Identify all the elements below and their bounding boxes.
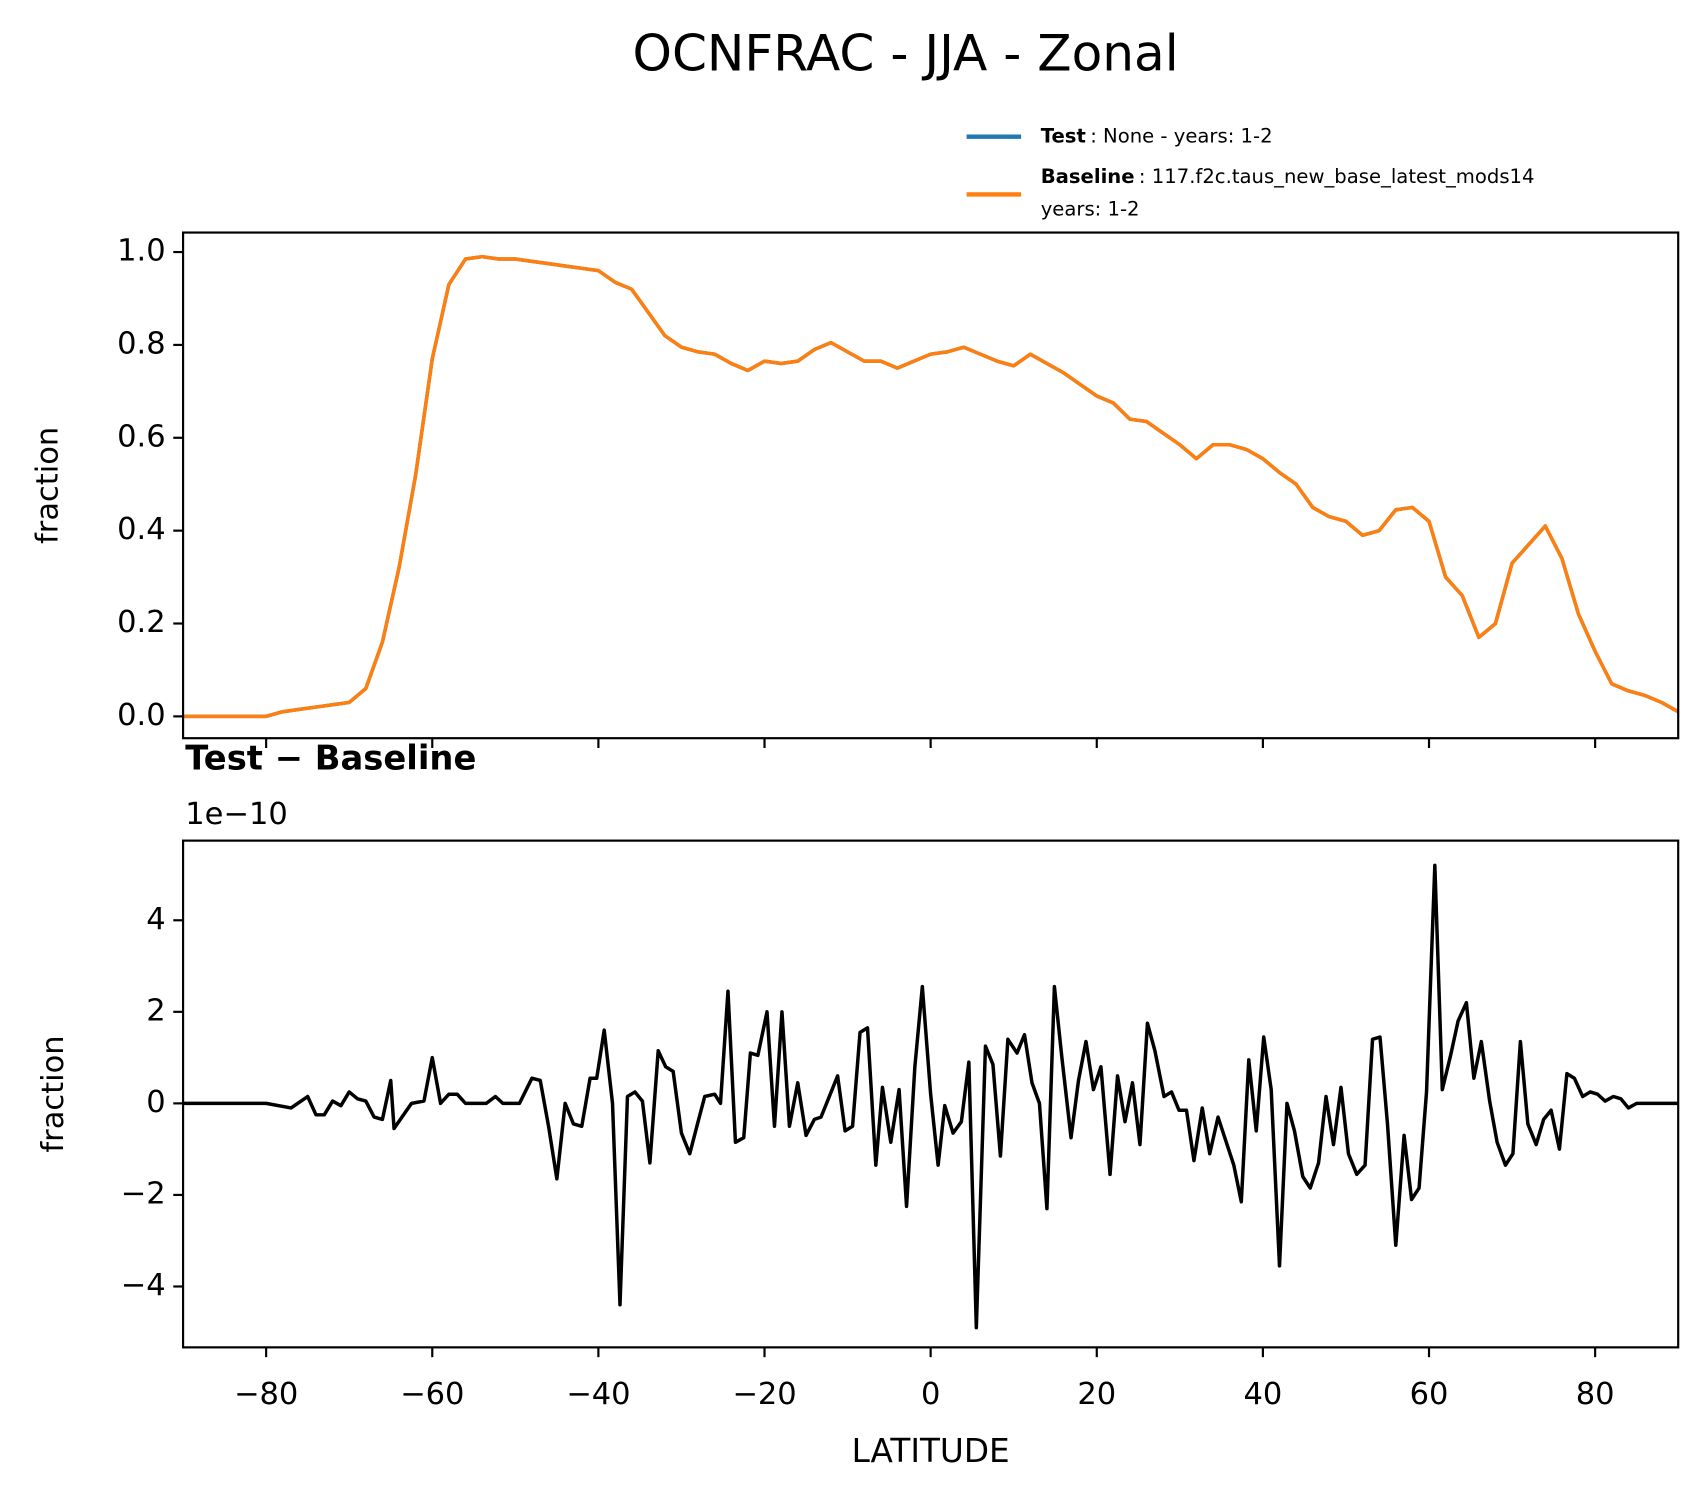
- y-tick-label: 0.0: [117, 698, 166, 733]
- data-line: [183, 863, 1679, 1330]
- legend-text: years: 1-2: [1041, 197, 1140, 220]
- x-tick-label: 0: [921, 1377, 940, 1412]
- y-tick-label: 0.8: [117, 326, 166, 361]
- legend-label: Baseline: 117.f2c.taus_new_base_latest_m…: [1041, 164, 1535, 187]
- subplot-title: Test − Baseline: [185, 738, 476, 777]
- y-tick-label: −2: [121, 1176, 166, 1211]
- y-tick-label: 0.2: [117, 605, 166, 640]
- y-tick-label: 0.4: [117, 512, 166, 547]
- y-tick-label: 0.6: [117, 419, 166, 454]
- x-tick-label: 60: [1410, 1377, 1449, 1412]
- legend-name: Test: [1041, 124, 1086, 147]
- legend-text: : None - years: 1-2: [1090, 124, 1272, 147]
- x-tick-label: 20: [1077, 1377, 1116, 1412]
- y-axis-label: fraction: [31, 427, 66, 544]
- chart-title: OCNFRAC - JJA - Zonal: [633, 24, 1179, 83]
- legend-name: Baseline: [1041, 164, 1135, 187]
- x-tick-label: 40: [1243, 1377, 1282, 1412]
- y-tick-label: 1.0: [117, 234, 166, 269]
- y-tick-label: −4: [121, 1268, 166, 1303]
- offset-label: 1e−10: [185, 797, 288, 832]
- x-tick-label: −80: [234, 1377, 298, 1412]
- legend-label: years: 1-2: [1041, 197, 1140, 220]
- y-axis-label: fraction: [36, 1035, 71, 1152]
- legend-text: : 117.f2c.taus_new_base_latest_mods14: [1139, 164, 1535, 187]
- y-tick-label: 0: [146, 1085, 165, 1120]
- data-line: [183, 254, 1679, 719]
- y-tick-label: 4: [146, 902, 165, 937]
- x-axis-label: LATITUDE: [852, 1432, 1010, 1470]
- x-tick-label: 80: [1576, 1377, 1615, 1412]
- x-tick-label: −20: [732, 1377, 796, 1412]
- x-tick-label: −40: [566, 1377, 630, 1412]
- x-tick-label: −60: [400, 1377, 464, 1412]
- legend-label: Test: None - years: 1-2: [1041, 124, 1273, 147]
- y-tick-label: 2: [146, 993, 165, 1028]
